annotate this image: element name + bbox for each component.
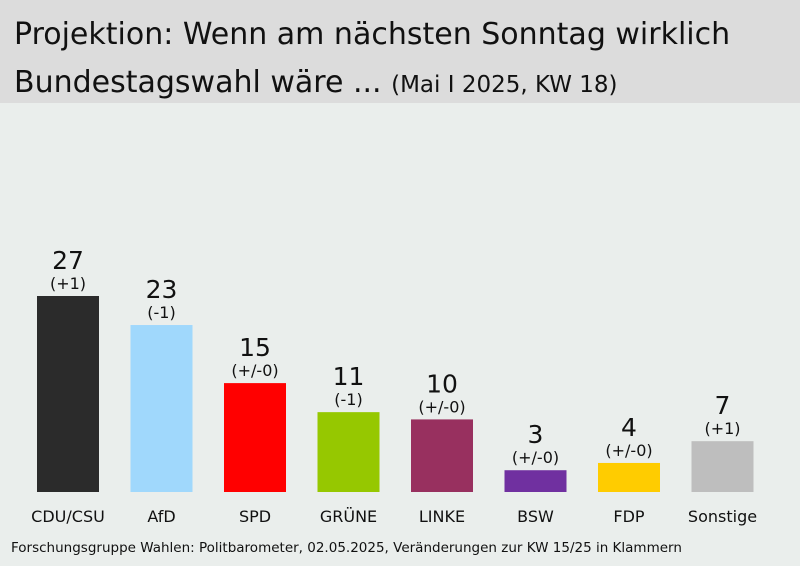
bar-grüne	[317, 412, 380, 492]
source-footer: Forschungsgruppe Wahlen: Politbarometer,…	[11, 540, 682, 556]
change-label-cdu-csu: (+1)	[50, 274, 86, 293]
category-label-afd: AfD	[147, 507, 175, 526]
value-label-fdp: 4	[621, 413, 637, 442]
title-line-2: Bundestagswahl wäre ... (Mai I 2025, KW …	[14, 65, 618, 100]
bar-sonstige	[691, 441, 754, 492]
value-label-bsw: 3	[528, 420, 544, 449]
category-label-sonstige: Sonstige	[688, 507, 757, 526]
change-label-fdp: (+/-0)	[605, 441, 652, 460]
value-label-linke: 10	[426, 369, 458, 398]
category-label-linke: LINKE	[419, 507, 465, 526]
bar-fdp	[598, 462, 660, 492]
value-label-cdu-csu: 27	[52, 246, 84, 275]
change-label-grüne: (-1)	[334, 390, 362, 409]
value-label-sonstige: 7	[715, 391, 731, 420]
category-label-cdu-csu: CDU/CSU	[31, 507, 105, 526]
value-label-spd: 15	[239, 333, 271, 362]
bar-afd	[130, 325, 193, 492]
bar-bsw	[504, 470, 567, 492]
bar-spd	[224, 383, 286, 492]
title-line-1: Projektion: Wenn am nächsten Sonntag wir…	[14, 17, 731, 52]
bar-linke	[411, 419, 473, 492]
change-label-spd: (+/-0)	[231, 361, 278, 380]
change-label-bsw: (+/-0)	[512, 448, 559, 467]
category-label-fdp: FDP	[613, 507, 645, 526]
bar-chart: 27(+1)CDU/CSU23(-1)AfD15(+/-0)SPD11(-1)G…	[31, 246, 757, 526]
change-label-linke: (+/-0)	[418, 397, 465, 416]
category-label-grüne: GRÜNE	[320, 507, 377, 526]
header: Projektion: Wenn am nächsten Sonntag wir…	[0, 0, 800, 103]
value-label-afd: 23	[146, 275, 178, 304]
category-label-spd: SPD	[239, 507, 271, 526]
bar-cdu-csu	[37, 296, 99, 492]
value-label-grüne: 11	[333, 362, 365, 391]
category-label-bsw: BSW	[517, 507, 554, 526]
title-text: Bundestagswahl wäre ...	[14, 65, 382, 100]
change-label-sonstige: (+1)	[704, 419, 740, 438]
subtitle: (Mai I 2025, KW 18)	[391, 72, 618, 98]
change-label-afd: (-1)	[147, 303, 175, 322]
